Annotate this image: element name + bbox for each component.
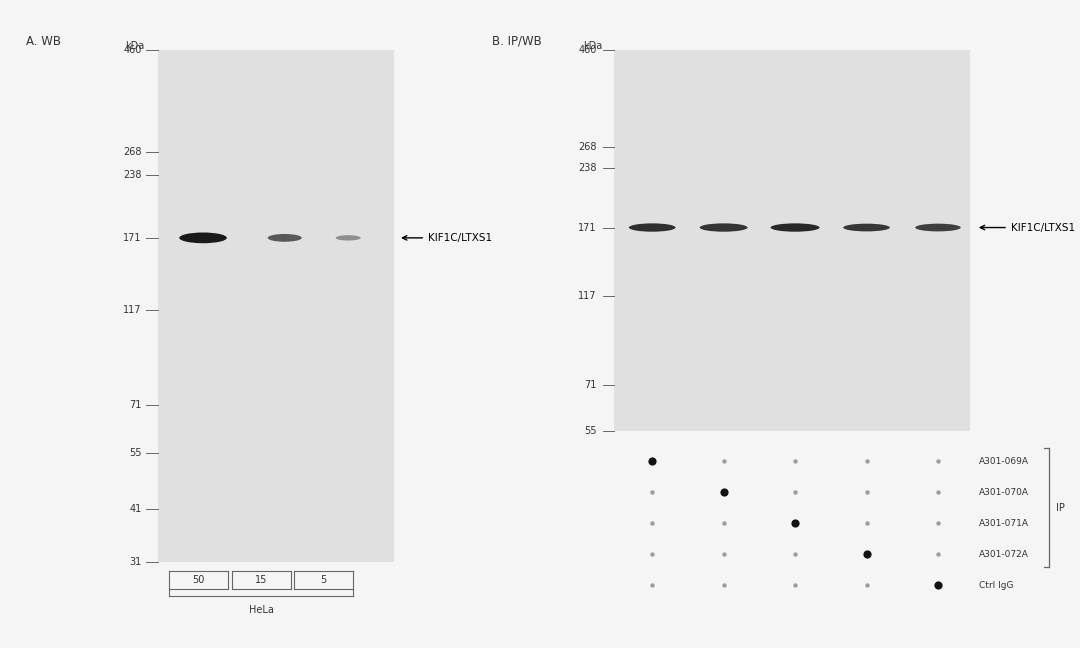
Ellipse shape (179, 233, 227, 243)
Text: 268: 268 (123, 148, 141, 157)
Point (858, 549, 875, 559)
Point (858, 518, 875, 528)
Text: 5: 5 (321, 575, 327, 585)
Ellipse shape (915, 224, 961, 231)
Point (786, 580, 804, 590)
Text: 55: 55 (584, 426, 597, 436)
Ellipse shape (629, 224, 676, 232)
Text: 50: 50 (192, 575, 205, 585)
Ellipse shape (268, 234, 301, 242)
Point (858, 487, 875, 497)
Text: A301-070A: A301-070A (978, 487, 1029, 496)
Text: 460: 460 (123, 45, 141, 55)
Bar (615, 50, 970, 432)
Text: 41: 41 (130, 504, 141, 515)
Point (644, 549, 661, 559)
Text: 15: 15 (255, 575, 267, 585)
Text: 55: 55 (130, 448, 141, 459)
Point (930, 549, 947, 559)
Point (786, 549, 804, 559)
Text: 117: 117 (123, 305, 141, 315)
Point (786, 456, 804, 467)
Text: kDa: kDa (125, 41, 144, 51)
Point (786, 487, 804, 497)
Text: A301-071A: A301-071A (978, 518, 1029, 527)
Point (644, 487, 661, 497)
Text: 171: 171 (123, 233, 141, 243)
Point (715, 580, 732, 590)
Text: Ctrl IgG: Ctrl IgG (978, 581, 1013, 590)
Text: 460: 460 (579, 45, 597, 55)
Point (930, 456, 947, 467)
Text: HeLa: HeLa (248, 605, 273, 616)
Text: KIF1C/LTXS1: KIF1C/LTXS1 (1011, 222, 1075, 233)
Point (644, 580, 661, 590)
Ellipse shape (700, 224, 747, 232)
Ellipse shape (843, 224, 890, 231)
Point (786, 518, 804, 528)
Point (930, 487, 947, 497)
Text: kDa: kDa (583, 41, 603, 51)
Text: KIF1C/LTXS1: KIF1C/LTXS1 (428, 233, 491, 243)
Text: 238: 238 (578, 163, 597, 173)
Bar (158, 50, 393, 562)
Text: IP: IP (1056, 503, 1065, 513)
Ellipse shape (771, 224, 820, 232)
Point (644, 518, 661, 528)
Point (930, 518, 947, 528)
Point (715, 487, 732, 497)
Text: A. WB: A. WB (26, 35, 62, 48)
Text: 117: 117 (578, 291, 597, 301)
Text: 71: 71 (584, 380, 597, 391)
Text: 71: 71 (130, 400, 141, 410)
Text: 31: 31 (130, 557, 141, 568)
Text: A301-072A: A301-072A (978, 550, 1028, 559)
Text: B. IP/WB: B. IP/WB (491, 35, 541, 48)
Ellipse shape (336, 235, 361, 240)
Point (715, 518, 732, 528)
Point (715, 549, 732, 559)
Point (858, 456, 875, 467)
Point (930, 580, 947, 590)
Point (644, 456, 661, 467)
Text: A301-069A: A301-069A (978, 457, 1029, 466)
Point (715, 456, 732, 467)
Point (858, 580, 875, 590)
Text: 171: 171 (578, 222, 597, 233)
Text: 268: 268 (578, 142, 597, 152)
Text: 238: 238 (123, 170, 141, 180)
